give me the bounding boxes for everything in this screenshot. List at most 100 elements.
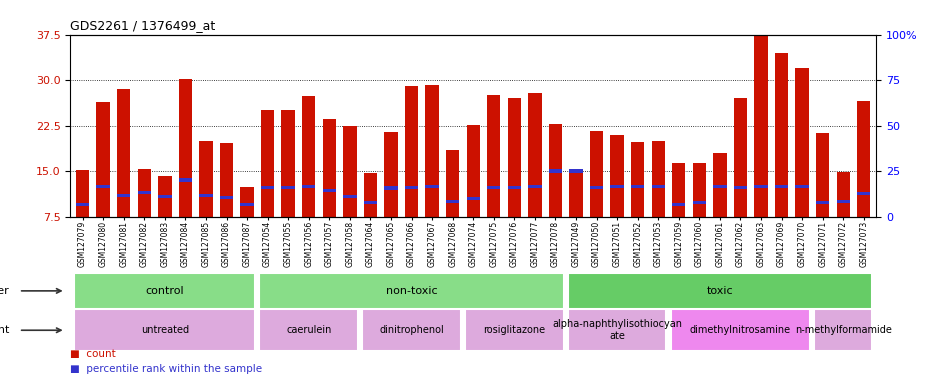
Text: dinitrophenol: dinitrophenol xyxy=(379,325,444,335)
Bar xyxy=(464,309,563,351)
Text: n-methylformamide: n-methylformamide xyxy=(794,325,891,335)
Text: control: control xyxy=(145,286,184,296)
Text: caerulein: caerulein xyxy=(285,325,331,335)
Text: dimethylnitrosamine: dimethylnitrosamine xyxy=(689,325,790,335)
Bar xyxy=(795,185,808,189)
Text: ■  percentile rank within the sample: ■ percentile rank within the sample xyxy=(70,364,262,374)
Bar xyxy=(158,176,171,262)
Text: rosiglitazone: rosiglitazone xyxy=(483,325,545,335)
Bar xyxy=(712,154,725,262)
Text: non-toxic: non-toxic xyxy=(386,286,437,296)
Bar xyxy=(446,200,459,203)
Bar xyxy=(220,142,233,262)
Bar xyxy=(651,141,665,262)
Text: agent: agent xyxy=(0,325,9,335)
Bar xyxy=(138,190,151,194)
Text: ■  count: ■ count xyxy=(70,349,116,359)
Bar xyxy=(117,194,130,197)
Bar xyxy=(671,162,685,262)
Bar xyxy=(507,186,520,189)
Bar xyxy=(158,195,171,198)
Bar xyxy=(117,89,130,262)
Bar xyxy=(815,201,828,204)
Text: GDS2261 / 1376499_at: GDS2261 / 1376499_at xyxy=(70,19,215,32)
Bar xyxy=(856,101,870,262)
Bar xyxy=(774,185,787,188)
Bar xyxy=(384,186,397,190)
Bar xyxy=(651,185,665,188)
Bar xyxy=(260,186,274,189)
Bar xyxy=(466,125,479,262)
Bar xyxy=(322,189,336,192)
Bar xyxy=(425,185,438,189)
Bar xyxy=(446,151,459,262)
Bar xyxy=(733,186,746,189)
Bar xyxy=(259,309,358,351)
Bar xyxy=(179,179,192,182)
Bar xyxy=(815,133,828,262)
Bar xyxy=(466,197,479,200)
Bar xyxy=(322,119,336,262)
Bar xyxy=(569,169,582,173)
Bar xyxy=(179,79,192,262)
Bar xyxy=(609,185,623,188)
Bar xyxy=(836,200,849,203)
Bar xyxy=(753,185,767,189)
Text: other: other xyxy=(0,286,9,296)
Bar xyxy=(241,187,254,262)
Bar xyxy=(712,185,725,188)
Bar xyxy=(404,186,417,189)
Text: toxic: toxic xyxy=(706,286,732,296)
Bar xyxy=(301,96,315,262)
Bar xyxy=(241,203,254,206)
Bar xyxy=(671,203,685,206)
Text: untreated: untreated xyxy=(140,325,189,335)
Text: alpha-naphthylisothiocyan
ate: alpha-naphthylisothiocyan ate xyxy=(551,319,681,341)
Bar xyxy=(301,185,315,188)
Bar xyxy=(507,98,520,262)
Bar xyxy=(363,173,376,262)
Bar xyxy=(567,309,665,351)
Bar xyxy=(343,126,356,262)
Bar xyxy=(96,185,110,188)
Bar xyxy=(74,273,255,309)
Bar xyxy=(259,273,563,309)
Bar xyxy=(260,110,274,262)
Bar xyxy=(753,35,767,262)
Bar xyxy=(487,186,500,189)
Bar xyxy=(813,309,871,351)
Bar xyxy=(528,185,541,189)
Bar xyxy=(76,170,89,262)
Bar xyxy=(548,169,562,173)
Bar xyxy=(199,141,212,262)
Bar xyxy=(609,135,623,262)
Bar xyxy=(220,196,233,199)
Bar xyxy=(630,185,644,189)
Bar xyxy=(487,95,500,262)
Bar xyxy=(567,273,871,309)
Bar xyxy=(74,309,255,351)
Bar xyxy=(281,186,295,189)
Bar xyxy=(692,163,705,262)
Bar xyxy=(281,110,295,262)
Bar xyxy=(528,93,541,262)
Bar xyxy=(548,124,562,262)
Bar xyxy=(692,201,705,204)
Bar xyxy=(856,192,870,195)
Bar xyxy=(795,68,808,262)
Bar xyxy=(590,186,603,189)
Bar xyxy=(76,203,89,206)
Bar xyxy=(425,85,438,262)
Bar xyxy=(138,169,151,262)
Bar xyxy=(630,142,644,262)
Bar xyxy=(670,309,810,351)
Bar xyxy=(96,102,110,262)
Bar xyxy=(384,132,397,262)
Bar xyxy=(343,195,356,198)
Bar xyxy=(363,201,376,204)
Bar xyxy=(836,172,849,262)
Bar xyxy=(199,194,212,197)
Bar xyxy=(774,53,787,262)
Bar xyxy=(362,309,461,351)
Bar xyxy=(590,131,603,262)
